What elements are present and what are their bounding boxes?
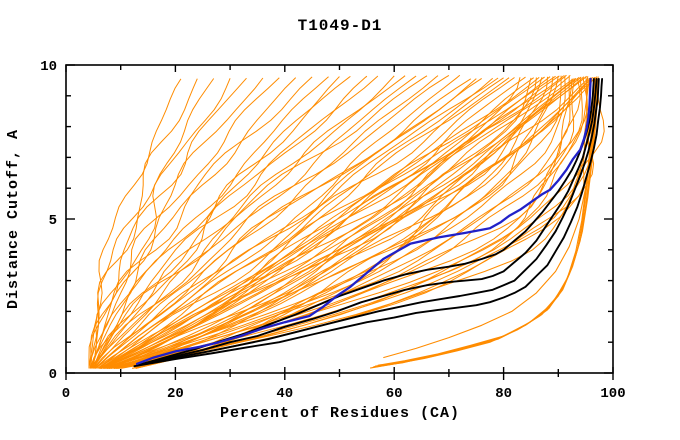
prediction-curve xyxy=(115,76,582,369)
prediction-curve xyxy=(97,76,545,369)
prediction-curve xyxy=(92,78,231,369)
prediction-curve xyxy=(118,78,589,369)
curves-layer xyxy=(88,74,605,369)
prediction-curve xyxy=(110,76,588,369)
prediction-curve xyxy=(120,76,605,369)
prediction-curve xyxy=(90,76,313,369)
prediction-curve-envelope xyxy=(370,78,595,369)
prediction-curve xyxy=(90,75,379,369)
model-highlight-black-2 xyxy=(138,77,598,366)
prediction-curve xyxy=(113,76,589,369)
prediction-curve xyxy=(109,77,577,369)
prediction-curve xyxy=(117,76,585,369)
x-tick-label: 40 xyxy=(276,386,293,402)
prediction-curve xyxy=(109,78,573,369)
x-tick-label: 0 xyxy=(62,386,70,402)
model-highlight-black-3 xyxy=(136,77,600,367)
prediction-curve xyxy=(94,78,477,369)
prediction-curve xyxy=(92,75,368,369)
chart-title: T1049-D1 xyxy=(298,17,383,35)
prediction-curve xyxy=(89,77,297,369)
x-tick-label: 80 xyxy=(495,386,512,402)
y-tick-label: 0 xyxy=(49,367,57,383)
prediction-curve xyxy=(105,74,571,369)
prediction-curve xyxy=(105,76,559,369)
prediction-curve xyxy=(98,74,461,369)
prediction-curve xyxy=(105,74,567,369)
prediction-curve xyxy=(107,78,574,369)
prediction-curve xyxy=(111,76,580,369)
y-tick-label: 10 xyxy=(40,59,57,75)
prediction-curve xyxy=(88,77,264,369)
prediction-curve xyxy=(109,75,571,369)
prediction-curve xyxy=(92,74,450,369)
prediction-curve xyxy=(92,76,340,369)
axes-layer: 0 20 40 60 80 100 0 5 10 xyxy=(40,59,625,402)
model-highlight-black-4 xyxy=(133,77,604,368)
prediction-curve xyxy=(114,75,588,369)
prediction-curve xyxy=(90,75,395,369)
prediction-curve xyxy=(94,77,499,369)
x-tick-label: 20 xyxy=(167,386,184,402)
x-tick-label: 100 xyxy=(600,386,625,402)
prediction-curve xyxy=(132,76,598,369)
prediction-curve xyxy=(89,75,351,369)
plot-frame xyxy=(65,64,614,374)
prediction-curve xyxy=(99,77,540,369)
y-tick-label: 5 xyxy=(49,213,57,229)
x-tick-label: 60 xyxy=(386,386,403,402)
prediction-curve xyxy=(132,77,594,369)
prediction-curve xyxy=(97,77,510,369)
prediction-curve-envelope xyxy=(383,78,598,359)
prediction-curve xyxy=(90,77,247,369)
y-axis-label: Distance Cutoff, A xyxy=(5,129,22,309)
prediction-curve xyxy=(95,75,439,369)
prediction-curve xyxy=(90,75,428,369)
x-axis-label: Percent of Residues (CA) xyxy=(220,405,460,422)
prediction-curve xyxy=(110,76,588,369)
prediction-curve xyxy=(102,76,526,369)
prediction-curve xyxy=(104,75,566,369)
prediction-curve xyxy=(93,78,472,369)
prediction-curve xyxy=(100,75,560,369)
prediction-curve xyxy=(99,77,515,369)
model-highlight-blue xyxy=(135,77,592,365)
prediction-curve-envelope xyxy=(373,78,599,368)
